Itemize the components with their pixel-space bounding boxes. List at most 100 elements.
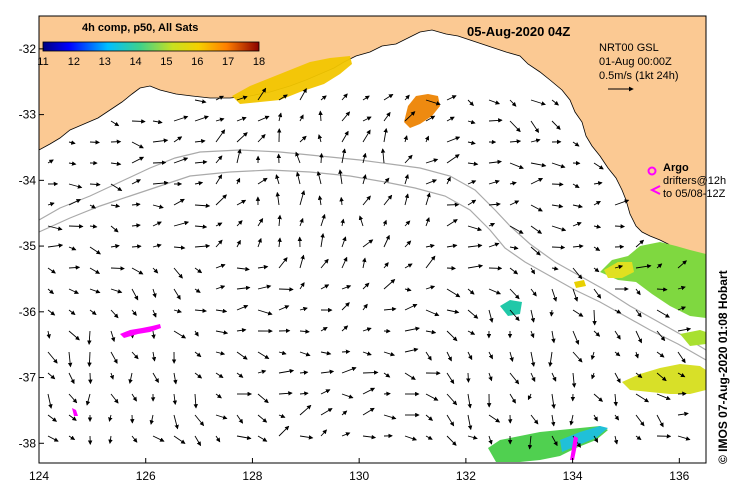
current-vector-arrow: [215, 129, 226, 143]
current-vector-arrow: [47, 351, 58, 364]
colorbar-tick-label: 16: [191, 56, 203, 68]
current-vector-arrow: [320, 327, 328, 332]
bathymetry-contour-slope: [38, 169, 707, 361]
current-vector-arrow: [614, 351, 621, 357]
current-vector-arrow: [341, 410, 348, 416]
current-vector-arrow: [530, 204, 543, 212]
current-vector-arrow: [509, 162, 524, 169]
colorbar-tick-label: 13: [99, 56, 111, 68]
current-vector-arrow: [131, 288, 139, 301]
current-vector-arrow: [656, 287, 668, 292]
current-vector-arrow: [194, 159, 208, 165]
current-vector-arrow: [551, 203, 564, 209]
y-tick-label: -36: [19, 305, 37, 319]
current-vector-arrow: [299, 282, 305, 290]
current-vector-arrow: [467, 99, 474, 107]
current-vectors: [46, 87, 692, 450]
current-vector-arrow: [383, 262, 389, 269]
current-vector-arrow: [341, 325, 349, 332]
current-vector-arrow: [362, 434, 377, 440]
current-vector-arrow: [215, 117, 225, 122]
current-vector-arrow: [215, 330, 229, 335]
current-vector-arrow: [488, 242, 500, 248]
current-vector-arrow: [320, 351, 332, 356]
current-vector-arrow: [404, 347, 419, 353]
current-vector-arrow: [488, 222, 496, 228]
current-vector-arrow: [656, 263, 663, 269]
current-vector-arrow: [593, 267, 600, 273]
current-vector-arrow: [572, 222, 582, 227]
current-vector-arrow: [446, 116, 455, 122]
current-vector-arrow: [88, 372, 93, 385]
current-vector-arrow: [593, 393, 603, 402]
current-vector-arrow: [593, 435, 599, 443]
current-vector-arrow: [362, 282, 370, 290]
current-vector-arrow: [68, 199, 81, 206]
current-vector-arrow: [131, 244, 142, 249]
current-vector-arrow: [89, 288, 101, 294]
current-vector-arrow: [194, 330, 199, 337]
current-vector-arrow: [110, 225, 119, 233]
current-vector-arrow: [236, 372, 244, 378]
current-vector-arrow: [551, 245, 566, 250]
current-vector-arrow: [110, 244, 120, 249]
current-vector-arrow: [677, 411, 689, 417]
current-vector-arrow: [215, 174, 223, 185]
colorbar-title: 4h comp, p50, All Sats: [82, 22, 199, 34]
current-vector-arrow: [278, 305, 290, 311]
current-vector-arrow: [488, 179, 500, 185]
drifter-tracks: [72, 166, 661, 460]
current-vector-arrow: [488, 202, 501, 207]
colorbar-tick-label: 12: [68, 56, 80, 68]
current-vector-arrow: [194, 99, 207, 104]
current-vector-arrow: [131, 141, 144, 149]
current-vector-arrow: [47, 393, 53, 409]
current-vector-arrow: [68, 309, 76, 316]
current-vector-arrow: [593, 201, 601, 206]
current-vector-arrow: [530, 267, 535, 275]
current-vector-arrow: [68, 414, 77, 421]
drifter-legend-line2: to 05/08-12Z: [663, 188, 726, 200]
current-vector-arrow: [299, 435, 314, 440]
current-vector-arrow: [551, 435, 558, 447]
current-vector-arrow: [299, 114, 304, 122]
drifter-track-2: [72, 408, 78, 416]
current-vector-arrow: [446, 243, 458, 249]
current-vector-arrow: [549, 309, 554, 317]
current-vector-arrow: [656, 393, 671, 400]
current-vector-arrow: [68, 140, 76, 145]
current-vector-arrow: [551, 288, 558, 302]
current-vector-arrow: [509, 309, 520, 322]
current-vector-arrow: [236, 266, 250, 272]
current-vector-arrow: [467, 161, 479, 167]
current-vector-arrow: [467, 330, 476, 335]
current-vector-arrow: [467, 393, 472, 409]
current-vector-arrow: [131, 223, 141, 228]
current-vector-arrow: [571, 372, 577, 388]
current-vector-arrow: [341, 256, 348, 269]
current-vector-arrow: [215, 435, 221, 443]
x-tick-label: 126: [136, 469, 156, 483]
current-vector-arrow: [68, 161, 77, 166]
current-vector-arrow: [341, 393, 354, 399]
current-vector-arrow: [236, 177, 241, 185]
current-vector-arrow: [299, 351, 311, 357]
current-vector-arrow: [316, 170, 322, 185]
current-vector-arrow: [383, 351, 396, 357]
current-vector-arrow: [110, 351, 118, 364]
current-vector-arrow: [593, 224, 602, 229]
current-vector-arrow: [131, 119, 146, 124]
current-vector-arrow: [47, 243, 64, 248]
current-vector-arrow: [317, 134, 323, 143]
current-vector-arrow: [425, 217, 430, 227]
current-vector-arrow: [257, 351, 270, 359]
current-vector-arrow: [110, 393, 119, 404]
y-tick-label: -35: [19, 239, 37, 253]
sst-patch-east-3: [680, 330, 706, 346]
current-vector-arrow: [215, 155, 223, 164]
y-tick-label: -38: [19, 436, 37, 450]
current-vector-arrow: [108, 414, 113, 422]
current-vector-arrow: [89, 204, 97, 209]
colorbar-tick-label: 15: [160, 56, 172, 68]
current-vector-arrow: [89, 224, 98, 229]
